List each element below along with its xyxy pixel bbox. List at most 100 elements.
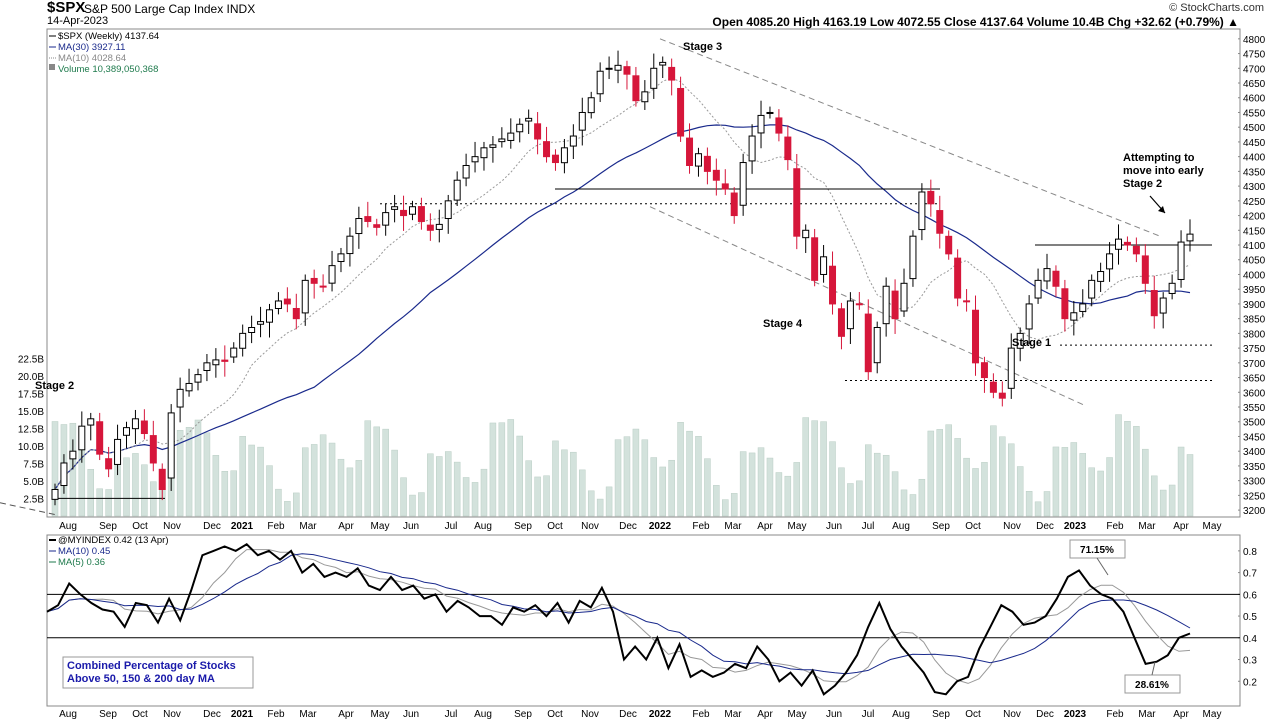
candle-body: [775, 117, 783, 134]
volume-bar: [909, 494, 917, 517]
x-axis-label-lower: May: [371, 709, 390, 720]
volume-bar: [355, 460, 363, 517]
x-axis-label-lower: Jul: [862, 709, 875, 720]
volume-tick-label: 5.0B: [23, 477, 44, 488]
candle-body: [1079, 303, 1087, 312]
price-tick-label: 3300: [1243, 477, 1266, 488]
volume-bar: [722, 499, 729, 517]
candle-body: [444, 200, 452, 220]
candle-body: [882, 285, 890, 325]
volume-bar: [248, 444, 255, 517]
volume-bar: [1070, 442, 1078, 517]
x-axis-label: Jun: [826, 521, 842, 532]
volume-bar: [1168, 484, 1176, 517]
volume-bar: [409, 494, 416, 517]
volume-bar: [981, 462, 988, 517]
volume-bar: [882, 454, 890, 517]
volume-tick-label: 10.0B: [18, 442, 44, 453]
volume-bar: [1061, 447, 1069, 517]
lower-tick-label: 0.4: [1243, 634, 1257, 645]
volume-bar: [1186, 454, 1194, 517]
volume-bar: [239, 436, 246, 517]
volume-bar: [444, 451, 452, 517]
volume-bar: [123, 457, 130, 517]
x-axis-label-lower: Feb: [1106, 709, 1124, 720]
volume-bar: [847, 483, 854, 517]
volume-bar: [1151, 475, 1158, 517]
x-axis-label: Nov: [1003, 521, 1021, 532]
volume-tick-label: 2.5B: [23, 495, 44, 506]
candle-body: [945, 235, 953, 255]
x-axis-label: May: [1203, 521, 1222, 532]
volume-bar: [427, 453, 434, 517]
candle-body: [534, 123, 542, 140]
lower-tick-label: 0.3: [1243, 656, 1257, 667]
volume-bar: [453, 461, 461, 517]
volume-bar: [498, 422, 506, 517]
x-axis-label: Feb: [267, 521, 285, 532]
candle-body: [391, 206, 399, 210]
volume-bar: [820, 421, 827, 517]
downtrend-lower-line: [649, 206, 1086, 407]
candle-body: [301, 279, 309, 314]
candle-body: [471, 156, 479, 163]
volume-bar: [1016, 466, 1024, 517]
candle-body: [1168, 282, 1176, 294]
main-panel-frame: [46, 28, 1241, 518]
volume-bar: [730, 493, 738, 517]
volume-bar: [945, 424, 952, 517]
x-axis-label-lower: Feb: [267, 709, 285, 720]
candle-body: [766, 111, 774, 114]
price-tick-label: 3600: [1243, 388, 1266, 399]
x-axis-label: Mar: [1138, 521, 1156, 532]
candle-body: [426, 224, 434, 231]
candle-body: [900, 282, 908, 312]
volume-bar: [462, 477, 470, 517]
price-tick-label: 3450: [1243, 432, 1266, 443]
x-axis-label: Feb: [1106, 521, 1124, 532]
x-axis-label-lower: 2023: [1064, 709, 1087, 720]
x-axis-label-lower: Apr: [1173, 709, 1189, 720]
x-axis-label: Dec: [619, 521, 637, 532]
candle-body: [811, 237, 819, 281]
ohlc-summary: Open 4085.20 High 4163.19 Low 4072.55 Cl…: [712, 15, 1239, 29]
candle-body: [462, 164, 470, 179]
x-axis-label-lower: 2022: [649, 709, 672, 720]
volume-bar: [632, 428, 640, 517]
volume-bar: [319, 434, 327, 517]
candle-body: [203, 362, 211, 371]
volume-bar: [257, 446, 264, 517]
candle-body: [1007, 347, 1015, 389]
candle-body: [721, 183, 729, 190]
candle-body: [802, 229, 810, 239]
volume-bar: [856, 480, 863, 517]
candle-body: [784, 136, 792, 161]
volume-bar: [1142, 448, 1149, 517]
volume-bar: [69, 422, 77, 517]
x-axis-label-lower: Mar: [299, 709, 317, 720]
candle-body: [1106, 253, 1114, 270]
symbol-description: S&P 500 Large Cap Index INDX: [84, 2, 256, 16]
candle-body: [498, 138, 506, 143]
volume-tick-label: 20.0B: [18, 372, 44, 383]
x-axis-label-lower: Oct: [132, 709, 148, 720]
lower-panel-frame: [46, 534, 1241, 707]
lower-tick-label: 0.8: [1243, 547, 1257, 558]
x-axis-label: Aug: [474, 521, 492, 532]
volume-bar: [212, 455, 220, 517]
x-axis-label-lower: Apr: [757, 709, 773, 720]
candle-body: [703, 155, 711, 172]
volume-bar: [194, 419, 202, 517]
candle-body: [60, 462, 68, 487]
candle-body: [382, 212, 390, 226]
x-axis-label: Mar: [299, 521, 317, 532]
candle-body: [1141, 255, 1149, 284]
candle-body: [837, 308, 845, 337]
x-axis-label-lower: Sep: [932, 709, 950, 720]
price-tick-label: 3950: [1243, 285, 1266, 296]
volume-bar: [275, 488, 282, 517]
volume-bar: [400, 477, 407, 517]
candle-body: [114, 438, 122, 465]
lower-tick-label: 0.6: [1243, 590, 1257, 601]
